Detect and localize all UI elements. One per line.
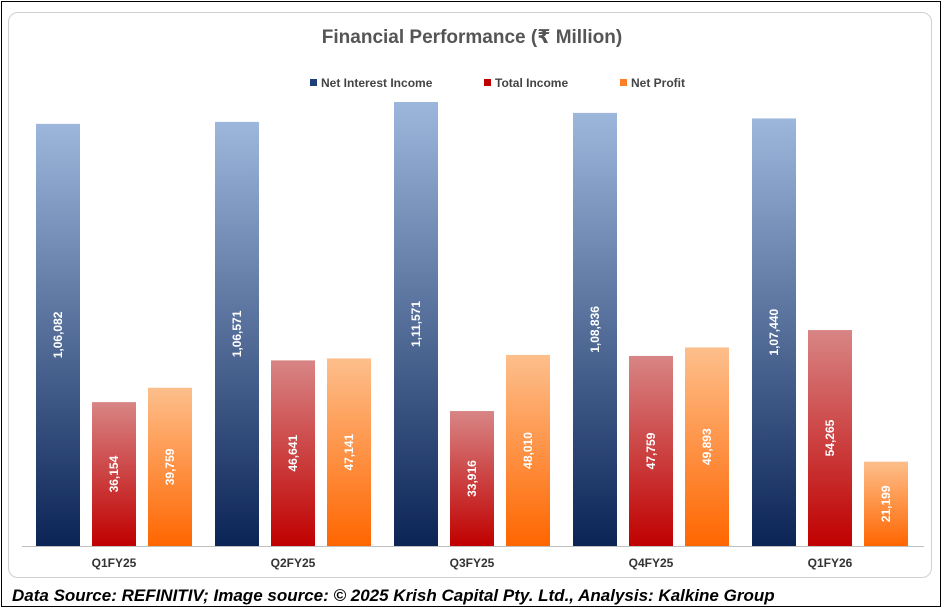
x-tick-label: Q1FY26 [808, 556, 853, 570]
bar-total-income-q1fy25 [92, 402, 136, 546]
data-label: 36,154 [107, 455, 121, 492]
x-tick-label: Q4FY25 [629, 556, 674, 570]
data-label: 47,759 [644, 432, 658, 469]
data-label: 21,199 [879, 485, 893, 522]
bar-net-profit-q1fy26 [864, 461, 908, 546]
bar-net-profit-q2fy25 [327, 358, 371, 546]
data-label: 1,08,836 [588, 306, 602, 353]
legend-item-net-interest-income: Net Interest Income [310, 76, 432, 90]
data-label: 47,141 [342, 434, 356, 471]
chart-title: Financial Performance (₹ Million) [321, 27, 623, 48]
bar-total-income-q3fy25 [450, 411, 494, 546]
legend-swatch-total-income [484, 79, 491, 86]
legend-swatch-net-profit [620, 79, 627, 86]
data-source-footer: Data Source: REFINITIV; Image source: © … [12, 586, 775, 605]
data-label: 54,265 [823, 419, 837, 456]
legend-label: Net Interest Income [321, 76, 433, 90]
data-label: 39,759 [163, 448, 177, 485]
legend-label: Total Income [495, 76, 569, 90]
bar-net-profit-q3fy25 [506, 354, 550, 546]
data-label: 46,641 [286, 435, 300, 472]
legend-swatch-net-interest-income [310, 79, 317, 86]
bar-net-profit-q4fy25 [685, 347, 729, 546]
data-label: 48,010 [521, 432, 535, 469]
data-label: 1,06,571 [230, 310, 244, 357]
x-tick-label: Q2FY25 [271, 556, 316, 570]
bar-net-profit-q1fy25 [148, 387, 192, 546]
bar-total-income-q4fy25 [629, 355, 673, 546]
x-tick-label: Q3FY25 [450, 556, 495, 570]
data-label: 1,06,082 [51, 311, 65, 358]
bar-net-interest-income-q1fy25 [36, 123, 80, 547]
data-label: 1,07,440 [767, 309, 781, 356]
bar-total-income-q1fy26 [808, 330, 852, 546]
bar-total-income-q2fy25 [271, 360, 315, 546]
data-label: 1,11,571 [409, 301, 423, 347]
legend-item-total-income: Total Income [484, 76, 568, 90]
legend-item-net-profit: Net Profit [620, 76, 685, 90]
legend-label: Net Profit [631, 76, 685, 90]
bar-net-interest-income-q4fy25 [573, 112, 617, 547]
bar-net-interest-income-q1fy26 [752, 118, 796, 547]
data-label: 49,893 [700, 428, 714, 465]
bar-net-interest-income-q2fy25 [215, 121, 259, 546]
bar-net-interest-income-q3fy25 [394, 102, 438, 546]
data-label: 33,916 [465, 460, 479, 497]
x-tick-label: Q1FY25 [92, 556, 137, 570]
